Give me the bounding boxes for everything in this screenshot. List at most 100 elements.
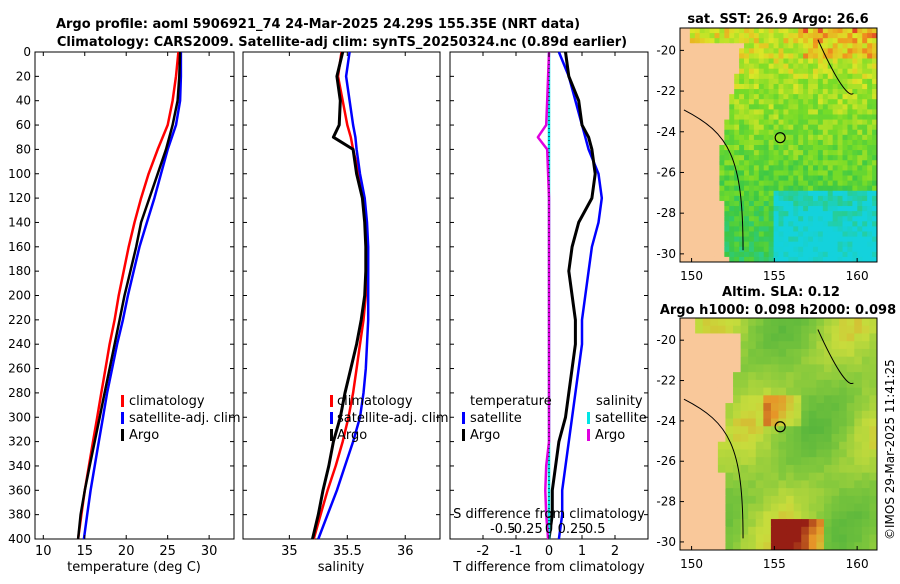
map-cell — [748, 534, 757, 543]
map-cell — [778, 251, 785, 258]
map-cell — [778, 114, 785, 121]
map-cell — [729, 200, 735, 207]
map-cell — [704, 175, 711, 182]
map-cell — [729, 109, 735, 116]
map-cell — [755, 434, 764, 443]
map-cell — [808, 364, 817, 373]
difference-xlabel-top: S difference from climatology — [453, 507, 645, 522]
map-cell — [717, 395, 727, 404]
map-cell — [710, 372, 719, 381]
map-cell — [822, 83, 829, 90]
map-cell — [753, 200, 760, 207]
map-cell — [684, 139, 691, 146]
map-cell — [740, 333, 749, 342]
map-cell — [808, 175, 814, 182]
map-cell — [822, 236, 829, 243]
map-cell — [709, 139, 716, 146]
map-cell — [753, 190, 760, 197]
map-cell — [793, 109, 799, 116]
map-cell — [783, 221, 789, 227]
series-argo — [311, 51, 368, 540]
map-cell — [869, 318, 877, 327]
map-cell — [748, 318, 757, 327]
map-cell — [680, 472, 689, 481]
map-cell — [694, 256, 701, 262]
depth-label: 340 — [8, 459, 31, 473]
map-cell — [748, 124, 755, 131]
map-cell — [837, 185, 844, 192]
map-cell — [680, 348, 689, 358]
map-cell — [725, 464, 734, 474]
map-cell — [778, 526, 787, 536]
map-cell — [739, 139, 745, 146]
map-cell — [808, 185, 814, 192]
map-cell — [817, 206, 824, 212]
map-cell — [803, 190, 809, 197]
map-cell — [839, 495, 848, 505]
map-cell — [770, 457, 780, 466]
map-cell — [808, 48, 814, 55]
map-cell — [702, 372, 711, 381]
map-cell — [734, 221, 740, 227]
map-cell — [778, 99, 785, 105]
difference-lines — [450, 51, 648, 540]
map-cell — [758, 150, 765, 156]
map-cell — [862, 83, 868, 90]
map-cell — [733, 449, 742, 458]
depth-label: 240 — [8, 337, 31, 351]
map-cell — [744, 256, 750, 262]
map-cell — [680, 119, 686, 126]
map-cell — [783, 94, 789, 100]
map-cell — [812, 195, 819, 202]
map-cell — [867, 129, 873, 136]
map-cell — [842, 216, 849, 222]
map-cell — [753, 211, 760, 217]
map-cell — [702, 472, 711, 481]
map-cell — [827, 190, 834, 197]
map-cell — [808, 251, 814, 258]
map-cell — [753, 58, 760, 65]
map-cell — [808, 256, 814, 262]
map-cell — [689, 175, 696, 182]
map-cell — [837, 53, 844, 60]
map-cell — [753, 231, 760, 238]
x-tick-label: 36 — [397, 544, 414, 559]
map-cell — [694, 58, 701, 65]
map-cell — [786, 333, 795, 342]
map-cell — [755, 503, 764, 512]
map-cell — [862, 185, 868, 192]
map-cell — [744, 78, 750, 85]
map-cell — [773, 73, 780, 80]
map-cell — [812, 89, 819, 95]
map-cell — [773, 190, 780, 197]
map-cell — [852, 73, 858, 80]
map-cell — [758, 155, 765, 161]
map-cell — [831, 542, 840, 550]
map-cell — [839, 395, 848, 404]
map-cell — [739, 48, 745, 55]
map-cell — [872, 89, 877, 95]
map-cell — [846, 410, 855, 420]
map-cell — [852, 48, 858, 55]
map-cell — [748, 180, 755, 187]
map-cell — [714, 231, 720, 238]
map-cell — [704, 190, 711, 197]
map-cell — [812, 145, 819, 151]
map-cell — [725, 333, 734, 342]
map-cell — [695, 387, 704, 396]
map-cell — [719, 256, 725, 262]
map-cell — [753, 155, 760, 161]
map-cell — [687, 511, 696, 520]
map-cell — [846, 387, 855, 396]
map-cell — [778, 155, 785, 161]
map-cell — [827, 175, 834, 182]
x-tick-label: 1 — [578, 544, 586, 559]
map-cell — [867, 89, 873, 95]
map-cell — [827, 200, 834, 207]
map-cell — [793, 356, 802, 365]
map-cell — [837, 216, 844, 222]
map-cell — [714, 180, 720, 187]
map-cell — [755, 395, 764, 404]
map-cell — [854, 341, 863, 350]
map-cell — [867, 241, 873, 248]
